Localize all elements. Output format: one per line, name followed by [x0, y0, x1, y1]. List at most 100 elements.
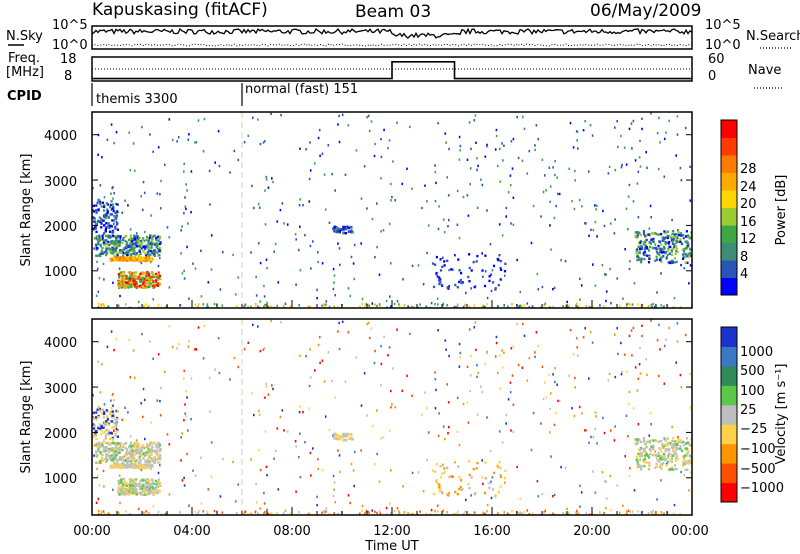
data-cell [183, 484, 186, 487]
data-cell [333, 488, 335, 491]
data-cell [151, 482, 154, 486]
data-cell [93, 237, 96, 240]
data-cell [541, 365, 544, 368]
data-cell [101, 246, 104, 250]
data-cell [503, 304, 505, 307]
data-cell [666, 253, 669, 257]
data-cell [274, 242, 277, 246]
data-cell [454, 461, 456, 464]
data-cell [97, 426, 100, 430]
data-cell [374, 255, 376, 259]
data-cell [107, 240, 110, 244]
noise-left-tick-top: 10^5 [52, 18, 88, 33]
data-cell [295, 238, 297, 241]
data-cell [659, 249, 662, 252]
data-cell [537, 288, 540, 291]
data-cell [663, 230, 666, 233]
data-cell [565, 305, 567, 308]
data-cell [499, 473, 502, 477]
data-cell [646, 373, 648, 376]
data-cell [365, 302, 368, 306]
data-cell [644, 234, 647, 237]
data-cell [481, 183, 484, 187]
data-cell [435, 388, 437, 392]
data-cell [147, 453, 150, 456]
data-cell [116, 228, 119, 231]
data-cell [214, 161, 216, 164]
data-cell [376, 452, 378, 456]
data-cell [198, 510, 200, 513]
data-cell [125, 275, 128, 278]
data-cell [652, 237, 655, 241]
data-cell [636, 462, 639, 465]
data-cell [99, 244, 102, 248]
data-cell [146, 281, 150, 284]
data-cell [146, 237, 149, 241]
data-cell [115, 422, 119, 425]
data-cell [672, 238, 675, 241]
data-cell [115, 430, 119, 433]
data-cell [605, 299, 607, 303]
xtick-0400: 04:00 [173, 524, 210, 539]
data-cell [614, 375, 617, 379]
data-cell [521, 512, 523, 515]
data-cell [115, 450, 118, 454]
data-cell [267, 393, 270, 396]
data-cell [626, 305, 628, 308]
data-cell [194, 303, 197, 307]
data-cell [609, 267, 611, 271]
data-cell [97, 254, 100, 257]
data-cell [328, 305, 331, 308]
data-cell [434, 303, 436, 306]
data-cell [207, 488, 210, 491]
data-cell [148, 259, 151, 262]
data-cell [667, 449, 670, 452]
data-cell [499, 387, 501, 390]
data-cell [467, 482, 470, 486]
data-cell [139, 480, 142, 483]
data-cell [403, 511, 406, 514]
data-cell [364, 512, 366, 515]
data-cell [439, 278, 442, 281]
data-cell [264, 430, 267, 433]
data-cell [116, 417, 119, 421]
data-cell [655, 462, 658, 466]
data-cell [210, 441, 213, 444]
data-cell [131, 256, 134, 259]
data-cell [259, 507, 261, 510]
data-cell [417, 264, 420, 267]
data-cell [105, 409, 108, 412]
data-cell [628, 334, 631, 338]
data-cell [333, 274, 336, 277]
data-cell [99, 200, 102, 204]
data-cell [682, 250, 686, 253]
data-cell [133, 466, 136, 469]
data-cell [673, 296, 676, 300]
data-cell [355, 149, 358, 152]
data-cell [108, 457, 111, 460]
data-cell [328, 428, 331, 431]
data-cell [96, 236, 99, 239]
velocity-ytick-2000: 2000 [44, 427, 77, 442]
data-cell [575, 509, 578, 513]
data-cell [648, 461, 651, 465]
data-cell [317, 260, 319, 264]
data-cell [106, 418, 109, 421]
data-cell [466, 194, 469, 197]
data-cell [136, 442, 139, 445]
data-cell [183, 277, 186, 280]
data-cell [151, 273, 154, 276]
data-cell [265, 178, 268, 181]
data-cell [158, 490, 162, 493]
data-cell [673, 257, 676, 260]
data-cell [685, 442, 688, 445]
data-cell [98, 235, 101, 238]
data-cell [116, 203, 119, 206]
data-cell [101, 237, 104, 240]
data-cell [549, 200, 551, 204]
data-cell [218, 164, 221, 168]
data-cell [258, 413, 261, 416]
data-cell [310, 474, 312, 477]
data-cell [641, 127, 643, 131]
data-cell [338, 347, 341, 351]
